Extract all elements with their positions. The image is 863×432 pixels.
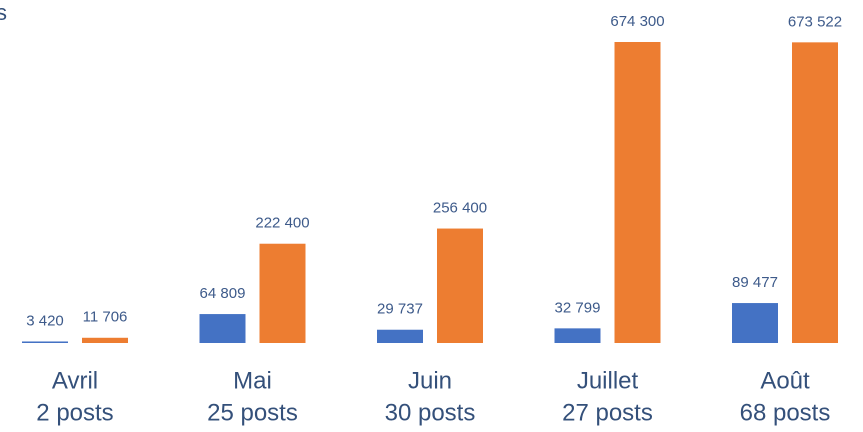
chart-title: s [0,0,7,25]
x-tick-label: Mai [233,367,272,394]
value-label: 11 706 [83,309,128,326]
bar [732,303,778,343]
x-tick-label: Juillet [577,367,639,394]
x-tick-sublabel: 2 posts [36,399,113,426]
value-label: 673 522 [788,13,842,30]
x-tick-sublabel: 68 posts [740,399,831,426]
x-tick-label: Avril [52,367,98,394]
value-label: 29 737 [377,301,423,318]
value-label: 256 400 [433,200,487,217]
value-label: 64 809 [200,285,246,302]
value-label: 222 400 [255,215,309,232]
bar [614,42,661,343]
bar [377,329,423,343]
bar [554,328,601,343]
value-label: 32 799 [555,299,601,316]
x-tick-sublabel: 30 posts [385,399,476,426]
x-tick-label: Juin [408,367,452,394]
bar [199,314,246,343]
value-label: 674 300 [610,13,664,30]
bar [82,337,128,343]
x-tick-label: Août [760,367,810,394]
bar [437,228,483,343]
value-label: 89 477 [732,274,778,291]
x-tick-sublabel: 27 posts [562,399,653,426]
value-label: 3 420 [26,312,64,329]
x-tick-sublabel: 25 posts [207,399,298,426]
bar [792,42,838,343]
bar [22,341,68,343]
bar [259,243,306,343]
